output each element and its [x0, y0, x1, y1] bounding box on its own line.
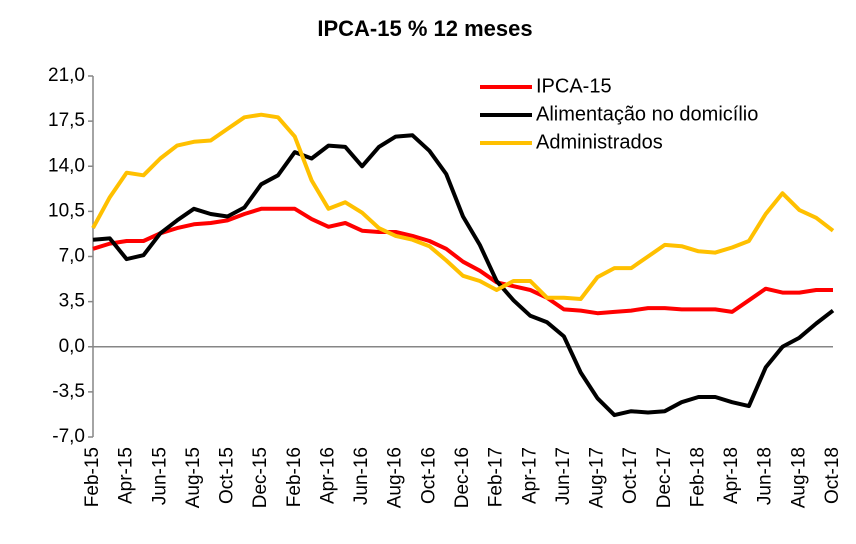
y-tick-label: 14,0 — [48, 155, 85, 176]
x-tick-label: Feb-16 — [284, 447, 305, 507]
x-tick-label: Feb-15 — [82, 447, 103, 507]
y-tick-label: -7,0 — [52, 426, 85, 447]
x-tick-label: Aug-17 — [587, 447, 608, 508]
series-line — [92, 206, 833, 316]
x-tick-label: Dec-15 — [250, 447, 271, 508]
x-tick-label: Aug-16 — [385, 447, 406, 508]
series-line — [91, 112, 835, 301]
x-tick-label: Oct-15 — [217, 447, 238, 504]
x-tick-label: Aug-18 — [788, 447, 809, 508]
x-tick-label: Feb-18 — [687, 447, 708, 507]
x-tick-label: Apr-15 — [116, 447, 137, 504]
x-tick-label: Aug-15 — [183, 447, 204, 508]
x-tick-label: Oct-16 — [418, 447, 439, 504]
y-tick-label: 10,5 — [48, 200, 85, 221]
legend-label: Alimentação no domicílio — [536, 103, 758, 125]
x-tick-label: Oct-17 — [620, 447, 641, 504]
y-tick-label: 7,0 — [59, 246, 85, 267]
x-tick-label: Jun-16 — [351, 447, 372, 505]
y-tick-label: 17,5 — [48, 110, 85, 131]
chart-title: IPCA-15 % 12 meses — [317, 16, 532, 41]
legend-label: IPCA-15 — [536, 75, 612, 97]
x-tick-label: Jun-15 — [149, 447, 170, 505]
x-tick-label: Feb-17 — [486, 447, 507, 507]
y-tick-label: 0,0 — [59, 336, 85, 357]
x-tick-label: Jun-18 — [755, 447, 776, 505]
y-tick-label: -3,5 — [52, 381, 85, 402]
series-line — [92, 133, 835, 418]
x-tick-label: Dec-16 — [452, 447, 473, 508]
x-tick-label: Apr-17 — [519, 447, 540, 504]
x-tick-label: Dec-17 — [654, 447, 675, 508]
x-tick-label: Apr-16 — [317, 447, 338, 504]
y-tick-label: 3,5 — [59, 291, 85, 312]
x-tick-label: Apr-18 — [721, 447, 742, 504]
legend-label: Administrados — [536, 131, 663, 153]
x-tick-label: Jun-17 — [553, 447, 574, 505]
x-tick-label: Oct-18 — [822, 447, 843, 504]
y-tick-label: 21,0 — [48, 65, 85, 86]
